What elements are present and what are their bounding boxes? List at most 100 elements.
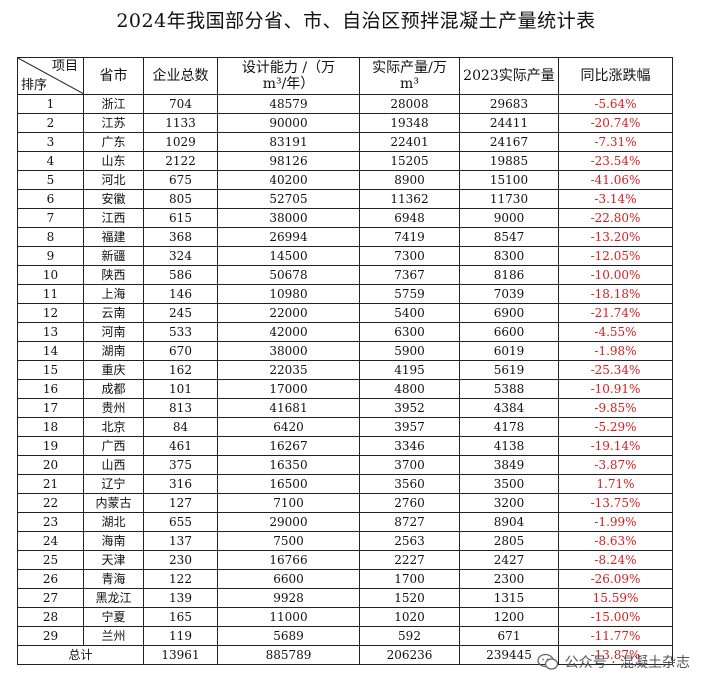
cell-prev: 1200 <box>459 607 559 627</box>
cell-actual: 7300 <box>359 246 460 266</box>
cell-province: 上海 <box>83 284 144 304</box>
cell-actual: 3952 <box>359 398 460 418</box>
cell-prev: 11730 <box>459 189 559 209</box>
cell-rank: 27 <box>17 588 84 608</box>
cell-capacity: 9928 <box>217 588 360 608</box>
table-row: 10 陕西 586 50678 7367 8186 -10.00% <box>17 265 673 285</box>
cell-capacity: 7100 <box>217 493 360 513</box>
cell-companies: 162 <box>143 360 218 380</box>
table-row: 2 江苏 1133 90000 19348 24411 -20.74% <box>17 113 673 133</box>
cell-actual: 19348 <box>359 113 460 133</box>
cell-companies: 119 <box>143 626 218 646</box>
cell-province: 新疆 <box>83 246 144 266</box>
cell-actual: 6300 <box>359 322 460 342</box>
cell-rank: 15 <box>17 360 84 380</box>
diagonal-divider <box>18 58 83 94</box>
corner-header-cell: 项目 排序 <box>17 57 84 95</box>
cell-capacity: 48579 <box>217 94 360 114</box>
cell-province: 海南 <box>83 531 144 551</box>
cell-actual: 1700 <box>359 569 460 589</box>
table-row: 4 山东 2122 98126 15205 19885 -23.54% <box>17 151 673 171</box>
header-row: 项目 排序 省市 企业总数 设计能力 /（万 m³/年） 实际产量/万 m³ 2… <box>17 57 673 95</box>
cell-prev: 6019 <box>459 341 559 361</box>
table-row: 14 湖南 670 38000 5900 6019 -1.98% <box>17 341 673 361</box>
cell-prev: 1315 <box>459 588 559 608</box>
cell-yoy: -11.77% <box>558 626 673 646</box>
cell-capacity: 16267 <box>217 436 360 456</box>
cell-prev: 8300 <box>459 246 559 266</box>
cell-province: 湖南 <box>83 341 144 361</box>
table-row: 23 湖北 655 29000 8727 8904 -1.99% <box>17 512 673 532</box>
cell-yoy: -1.98% <box>558 341 673 361</box>
cell-companies: 127 <box>143 493 218 513</box>
cell-yoy: -25.34% <box>558 360 673 380</box>
cell-yoy: -8.63% <box>558 531 673 551</box>
cell-capacity: 38000 <box>217 208 360 228</box>
cell-province: 河南 <box>83 322 144 342</box>
cell-yoy: -8.24% <box>558 550 673 570</box>
total-yoy: -13.87% <box>558 645 673 665</box>
cell-yoy: -10.91% <box>558 379 673 399</box>
header-prev: 2023实际产量 <box>459 57 559 95</box>
cell-rank: 21 <box>17 474 84 494</box>
cell-rank: 6 <box>17 189 84 209</box>
cell-yoy: -21.74% <box>558 303 673 323</box>
cell-actual: 15205 <box>359 151 460 171</box>
cell-actual: 3560 <box>359 474 460 494</box>
cell-actual: 28008 <box>359 94 460 114</box>
header-capacity: 设计能力 /（万 m³/年） <box>217 57 360 95</box>
table-row: 28 宁夏 165 11000 1020 1200 -15.00% <box>17 607 673 627</box>
cell-prev: 8547 <box>459 227 559 247</box>
cell-prev: 9000 <box>459 208 559 228</box>
cell-yoy: -1.99% <box>558 512 673 532</box>
cell-rank: 24 <box>17 531 84 551</box>
cell-companies: 670 <box>143 341 218 361</box>
cell-prev: 2427 <box>459 550 559 570</box>
cell-province: 福建 <box>83 227 144 247</box>
table-row: 9 新疆 324 14500 7300 8300 -12.05% <box>17 246 673 266</box>
cell-actual: 5759 <box>359 284 460 304</box>
header-actual-line1: 实际产量/万 <box>372 60 447 76</box>
cell-yoy: -5.64% <box>558 94 673 114</box>
total-companies: 13961 <box>143 645 218 665</box>
cell-province: 江苏 <box>83 113 144 133</box>
cell-companies: 230 <box>143 550 218 570</box>
cell-prev: 6600 <box>459 322 559 342</box>
table-row: 18 北京 84 6420 3957 4178 -5.29% <box>17 417 673 437</box>
cell-prev: 3200 <box>459 493 559 513</box>
cell-capacity: 98126 <box>217 151 360 171</box>
cell-rank: 29 <box>17 626 84 646</box>
table-row: 27 黑龙江 139 9928 1520 1315 15.59% <box>17 588 673 608</box>
total-capacity: 885789 <box>217 645 360 665</box>
cell-rank: 1 <box>17 94 84 114</box>
cell-yoy: 15.59% <box>558 588 673 608</box>
cell-prev: 24411 <box>459 113 559 133</box>
table-row: 1 浙江 704 48579 28008 29683 -5.64% <box>17 94 673 114</box>
production-table: 项目 排序 省市 企业总数 设计能力 /（万 m³/年） 实际产量/万 m³ 2… <box>17 57 673 665</box>
table-row: 21 辽宁 316 16500 3560 3500 1.71% <box>17 474 673 494</box>
cell-rank: 26 <box>17 569 84 589</box>
cell-companies: 461 <box>143 436 218 456</box>
cell-yoy: -13.20% <box>558 227 673 247</box>
cell-companies: 704 <box>143 94 218 114</box>
cell-capacity: 22000 <box>217 303 360 323</box>
table-row: 8 福建 368 26994 7419 8547 -13.20% <box>17 227 673 247</box>
cell-actual: 1020 <box>359 607 460 627</box>
cell-province: 广东 <box>83 132 144 152</box>
table-row: 16 成都 101 17000 4800 5388 -10.91% <box>17 379 673 399</box>
header-actual-line2: m³ <box>400 76 419 92</box>
cell-actual: 2563 <box>359 531 460 551</box>
cell-capacity: 14500 <box>217 246 360 266</box>
cell-prev: 15100 <box>459 170 559 190</box>
cell-actual: 6948 <box>359 208 460 228</box>
table-row: 15 重庆 162 22035 4195 5619 -25.34% <box>17 360 673 380</box>
cell-province: 云南 <box>83 303 144 323</box>
cell-prev: 3849 <box>459 455 559 475</box>
cell-province: 贵州 <box>83 398 144 418</box>
header-companies: 企业总数 <box>143 57 218 95</box>
cell-capacity: 6600 <box>217 569 360 589</box>
cell-province: 成都 <box>83 379 144 399</box>
cell-capacity: 26994 <box>217 227 360 247</box>
header-yoy: 同比涨跌幅 <box>558 57 673 95</box>
table-row: 29 兰州 119 5689 592 671 -11.77% <box>17 626 673 646</box>
